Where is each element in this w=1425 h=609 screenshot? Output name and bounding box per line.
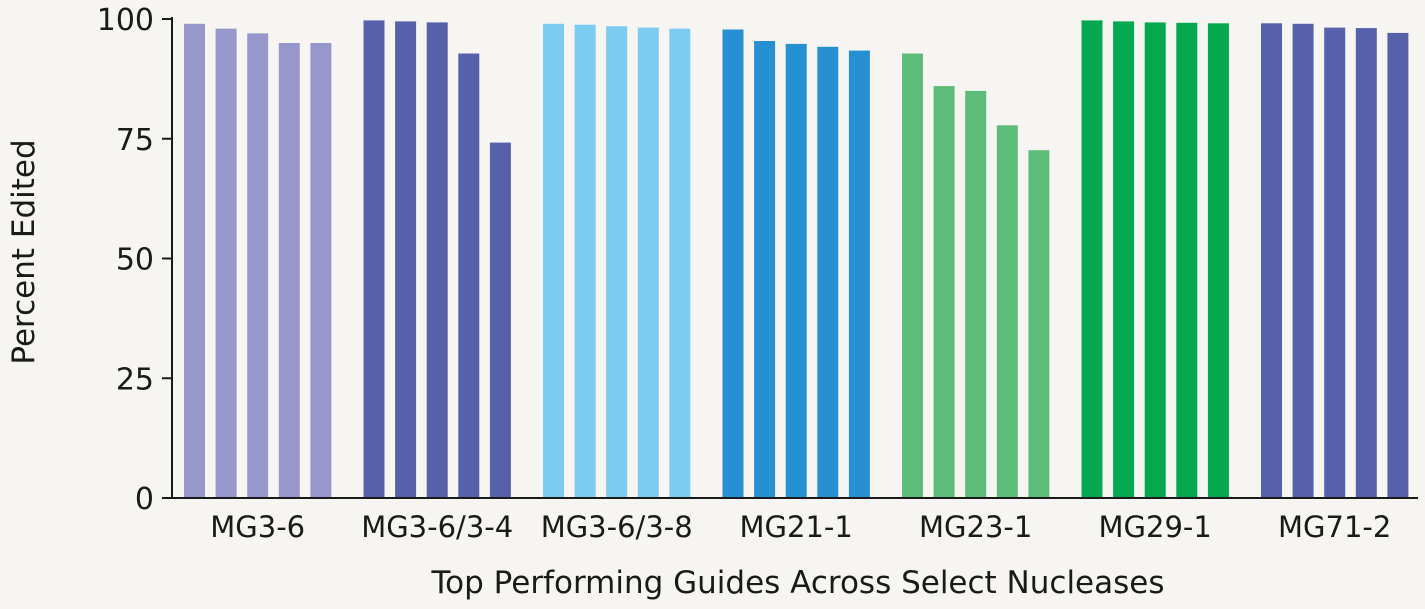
bars-layer <box>184 20 1409 499</box>
bar-mg3-6-3-4-4 <box>458 53 480 498</box>
bar-mg23-1-1 <box>902 53 923 498</box>
x-category-label: MG21-1 <box>740 510 853 544</box>
bar-mg23-1-5 <box>1028 150 1050 498</box>
bar-mg29-1-3 <box>1144 22 1166 499</box>
y-axis-title: Percent Edited <box>6 139 42 364</box>
x-category-label: MG23-1 <box>919 510 1032 544</box>
bar-mg21-1-1 <box>722 29 744 498</box>
bar-mg3-6-3-8-1 <box>543 23 564 499</box>
bar-mg23-1-4 <box>996 125 1018 499</box>
bar-mg23-1-3 <box>965 90 987 499</box>
bar-mg3-6-3-4-2 <box>395 21 417 499</box>
y-tick-label: 50 <box>116 243 154 278</box>
x-category-label: MG29-1 <box>1099 510 1212 544</box>
x-axis-title: Top Performing Guides Across Select Nucl… <box>431 565 1165 601</box>
bar-mg3-6-3-4-1 <box>363 20 385 499</box>
bar-mg29-1-5 <box>1207 23 1229 499</box>
bar-mg3-6-1 <box>184 23 205 499</box>
x-category-label: MG3-6 <box>210 510 305 544</box>
bar-mg21-1-5 <box>848 50 870 498</box>
bar-mg23-1-2 <box>933 86 955 498</box>
bar-mg3-6-3 <box>247 33 269 499</box>
bar-mg71-2-2 <box>1292 23 1314 499</box>
x-category-label: MG3-6/3-8 <box>541 510 693 544</box>
bar-mg3-6-3-4-5 <box>489 142 511 498</box>
bar-mg3-6-3-8-3 <box>606 26 628 498</box>
y-tick-label: 75 <box>116 123 154 158</box>
bar-mg3-6-2 <box>215 28 237 498</box>
bar-mg71-2-5 <box>1387 32 1409 499</box>
y-tick-label: 100 <box>97 3 154 38</box>
bar-mg21-1-4 <box>817 46 839 499</box>
bar-mg3-6-3-4-3 <box>426 22 448 499</box>
bar-mg3-6-3-8-2 <box>574 24 596 498</box>
y-tick-label: 0 <box>135 482 154 517</box>
bar-mg71-2-3 <box>1324 27 1346 498</box>
x-category-label: MG71-2 <box>1278 510 1391 544</box>
bar-mg3-6-5 <box>310 43 332 498</box>
x-axis-categories: MG3-6 MG3-6/3-4 MG3-6/3-8 MG21-1 MG23-1 MG29-… <box>210 510 1391 544</box>
bar-mg21-1-2 <box>754 41 776 498</box>
bar-mg3-6-3-8-4 <box>637 27 659 498</box>
y-tick-label: 25 <box>116 362 154 397</box>
bar-mg21-1-3 <box>785 43 807 499</box>
bar-mg29-1-2 <box>1113 21 1135 499</box>
bar-mg29-1-1 <box>1081 20 1103 499</box>
bar-mg3-6-3-8-5 <box>669 28 691 498</box>
y-axis-ticks: 0 25 50 75 100 <box>97 3 172 517</box>
bar-mg71-2-1 <box>1261 23 1282 499</box>
bar-mg3-6-4 <box>278 43 300 498</box>
x-category-label: MG3-6/3-4 <box>361 510 513 544</box>
bar-mg29-1-4 <box>1176 22 1198 499</box>
bar-mg71-2-4 <box>1355 28 1377 498</box>
